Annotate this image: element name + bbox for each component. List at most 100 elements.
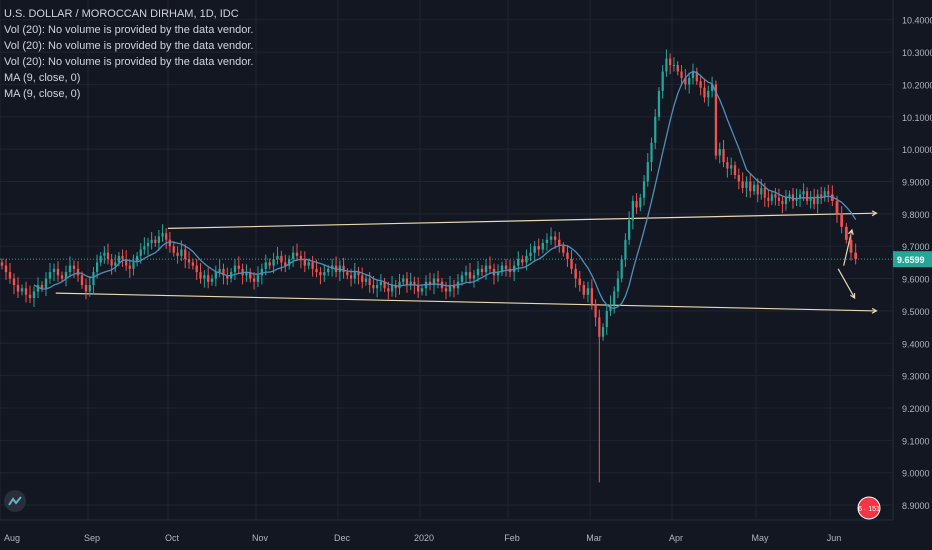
candle-body bbox=[214, 272, 217, 279]
candle-body bbox=[154, 239, 157, 243]
candle-body bbox=[525, 255, 528, 263]
candle-body bbox=[763, 187, 766, 198]
candle-body bbox=[353, 272, 356, 279]
candle-body bbox=[586, 288, 590, 295]
candle-body bbox=[816, 194, 819, 205]
candle-body bbox=[180, 249, 183, 256]
candle-body bbox=[218, 268, 221, 273]
candle-body bbox=[60, 275, 64, 279]
candle-body bbox=[570, 259, 573, 269]
candle-body bbox=[32, 291, 36, 298]
price-axis[interactable]: 10.4000 10.3000 10.2000 10.1000 10.0000 9.900… bbox=[893, 16, 932, 511]
candle-body bbox=[233, 265, 237, 273]
candle-body bbox=[476, 268, 480, 276]
y-tick-label: 10.1000 bbox=[902, 113, 932, 123]
candle-body bbox=[770, 194, 773, 201]
candle-body bbox=[88, 285, 91, 292]
candle-body bbox=[165, 233, 168, 240]
candle-body bbox=[121, 255, 124, 260]
x-tick-label: Oct bbox=[165, 533, 180, 543]
candle-body bbox=[307, 262, 310, 266]
candle-body bbox=[707, 90, 710, 98]
candle-body bbox=[703, 87, 706, 98]
candle-body bbox=[68, 265, 72, 273]
candle-body bbox=[574, 268, 577, 279]
x-tick-label: Jun bbox=[827, 533, 842, 543]
candle-body bbox=[616, 278, 620, 292]
tradingview-logo-icon[interactable] bbox=[4, 490, 26, 512]
candle-body bbox=[657, 90, 661, 117]
candle-body bbox=[376, 285, 379, 289]
y-tick-label: 10.4000 bbox=[902, 16, 932, 26]
candle-body bbox=[820, 194, 823, 198]
candle-body bbox=[733, 165, 737, 176]
candle-body bbox=[549, 236, 553, 240]
candle-body bbox=[665, 58, 668, 72]
candle-body bbox=[813, 197, 816, 205]
candle-body bbox=[409, 281, 412, 286]
candle-body bbox=[176, 252, 179, 256]
candle-body bbox=[760, 187, 763, 195]
candle-body bbox=[184, 249, 187, 260]
candle-body bbox=[237, 265, 240, 269]
indicator-vol-2[interactable]: Vol (20): No volume is provided by the d… bbox=[4, 40, 254, 52]
trendlines[interactable] bbox=[55, 210, 878, 314]
candle-body bbox=[40, 285, 44, 289]
candle-body bbox=[639, 197, 642, 208]
candles bbox=[0, 49, 858, 483]
candle-body bbox=[823, 191, 826, 198]
candle-body bbox=[558, 239, 561, 247]
candle-body bbox=[84, 285, 88, 292]
trendline bbox=[55, 292, 877, 312]
candle-body bbox=[730, 165, 733, 169]
y-tick-label: 9.7000 bbox=[902, 242, 930, 252]
candle-body bbox=[195, 265, 198, 273]
candle-body bbox=[342, 265, 345, 273]
candle-body bbox=[72, 265, 76, 269]
candle-body bbox=[346, 272, 349, 276]
notification-badge[interactable]: 6 · 151 bbox=[856, 495, 882, 521]
candle-body bbox=[781, 200, 784, 205]
candle-body bbox=[844, 226, 848, 240]
candle-body bbox=[562, 246, 565, 253]
candle-body bbox=[691, 71, 695, 78]
y-tick-label: 10.0000 bbox=[902, 145, 932, 155]
badge-text: 6 · 151 bbox=[858, 506, 880, 513]
y-tick-label: 10.3000 bbox=[902, 48, 932, 58]
candle-body bbox=[249, 272, 252, 279]
candle-body bbox=[4, 265, 8, 273]
candle-body bbox=[252, 278, 256, 282]
candle-body bbox=[295, 252, 299, 256]
chart-legend: U.S. DOLLAR / MOROCCAN DIRHAM, 1D, IDC V… bbox=[4, 6, 253, 102]
candle-body bbox=[464, 272, 468, 276]
candle-body bbox=[533, 246, 536, 253]
candle-body bbox=[777, 197, 780, 201]
candle-body bbox=[806, 191, 809, 201]
indicator-vol-3[interactable]: Vol (20): No volume is provided by the d… bbox=[4, 56, 254, 68]
candle-body bbox=[680, 71, 683, 78]
candle-body bbox=[460, 275, 464, 282]
candle-body bbox=[802, 191, 805, 195]
candle-body bbox=[357, 272, 360, 276]
symbol-title: U.S. DOLLAR / MOROCCAN DIRHAM, 1D, IDC bbox=[4, 8, 239, 20]
time-axis[interactable]: Aug Sep Oct Nov Dec 2020 Feb Mar Apr May Jun bbox=[4, 533, 841, 543]
indicator-vol-1[interactable]: Vol (20): No volume is provided by the d… bbox=[4, 24, 254, 36]
candle-body bbox=[578, 278, 581, 286]
candle-body bbox=[368, 278, 371, 286]
indicator-ma-2[interactable]: MA (9, close, 0) bbox=[4, 88, 81, 100]
last-price-label: 9.6599 bbox=[897, 255, 925, 265]
candle-body bbox=[24, 288, 28, 295]
candle-body bbox=[661, 71, 664, 91]
y-tick-label: 9.2000 bbox=[902, 404, 930, 414]
candle-body bbox=[92, 272, 95, 286]
candle-body bbox=[199, 272, 202, 279]
candle-body bbox=[601, 327, 605, 337]
indicator-ma-1[interactable]: MA (9, close, 0) bbox=[4, 72, 81, 84]
candle-body bbox=[722, 149, 725, 163]
candle-body bbox=[517, 259, 520, 266]
candle-body bbox=[788, 194, 791, 198]
candle-body bbox=[379, 281, 382, 286]
candle-body bbox=[484, 265, 488, 273]
candle-body bbox=[688, 77, 691, 85]
